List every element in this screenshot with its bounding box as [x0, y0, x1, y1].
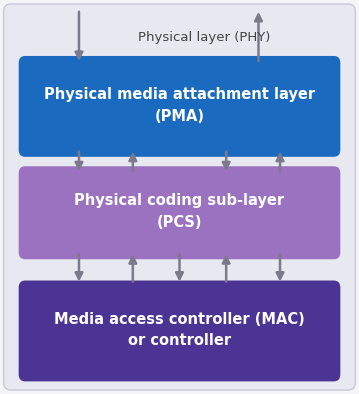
Text: Media access controller (MAC): Media access controller (MAC)	[54, 312, 305, 327]
Text: Physical coding sub-layer: Physical coding sub-layer	[74, 193, 285, 208]
Text: or controller: or controller	[128, 333, 231, 348]
FancyBboxPatch shape	[19, 56, 340, 157]
Text: Physical layer (PHY): Physical layer (PHY)	[139, 31, 271, 44]
Text: (PMA): (PMA)	[154, 109, 205, 124]
FancyBboxPatch shape	[19, 281, 340, 381]
FancyBboxPatch shape	[4, 4, 355, 390]
Text: (PCS): (PCS)	[157, 215, 202, 230]
FancyBboxPatch shape	[19, 166, 340, 259]
Text: Physical media attachment layer: Physical media attachment layer	[44, 87, 315, 102]
